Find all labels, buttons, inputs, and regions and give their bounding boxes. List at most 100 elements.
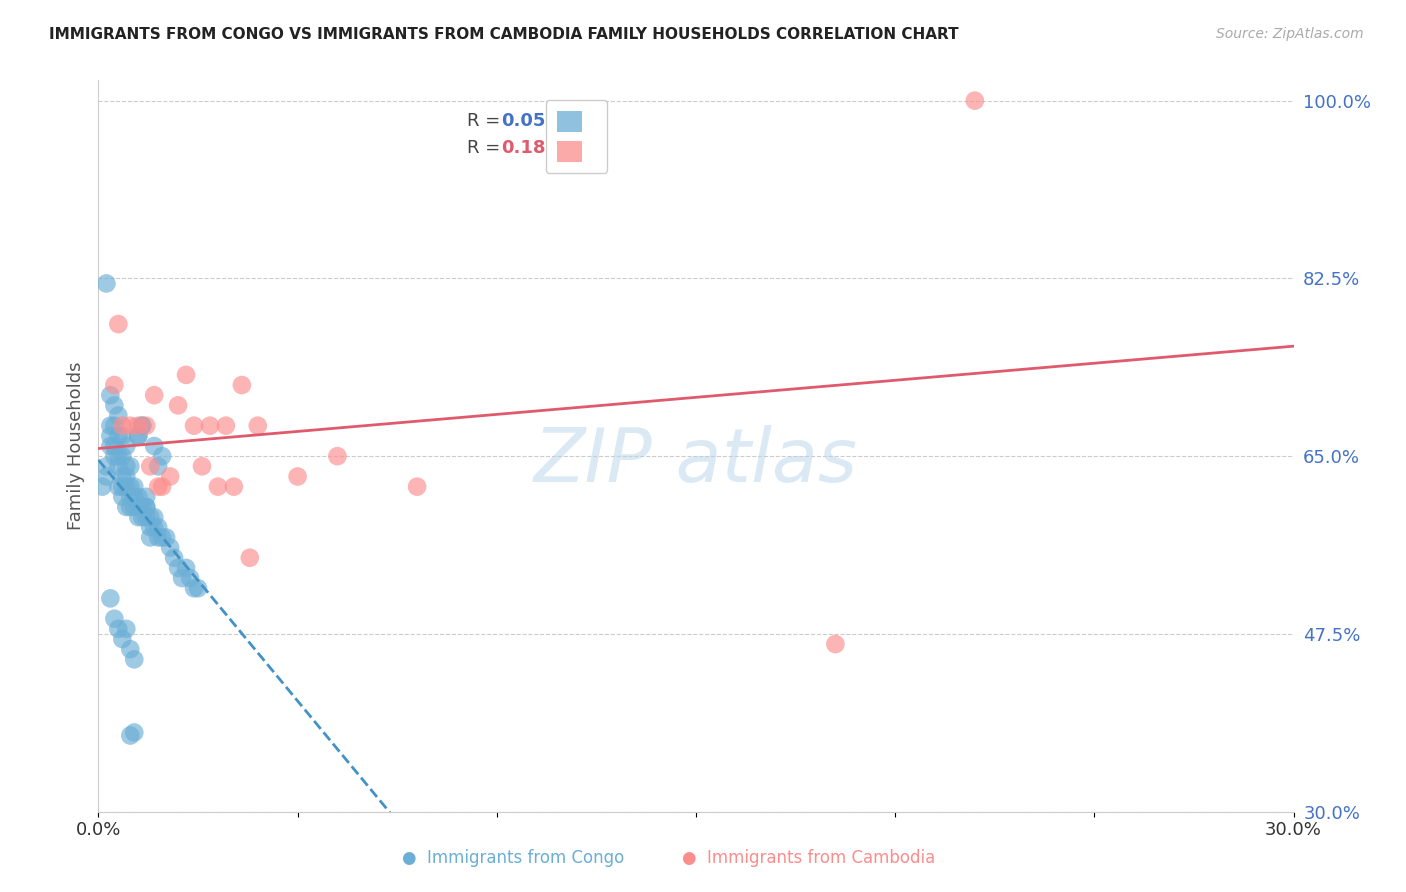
Point	[131, 500, 153, 514]
Point	[111, 490, 134, 504]
Point	[131, 510, 153, 524]
Point	[131, 418, 153, 433]
Point	[127, 510, 149, 524]
Point	[107, 429, 129, 443]
Point	[96, 277, 118, 291]
Point	[150, 449, 173, 463]
Point	[111, 449, 134, 463]
Text: Source: ZipAtlas.com: Source: ZipAtlas.com	[1216, 27, 1364, 41]
Point	[231, 378, 253, 392]
Point	[183, 418, 205, 433]
Point	[98, 439, 122, 453]
Point	[103, 398, 125, 412]
Legend: , : ,	[546, 100, 607, 173]
Point	[246, 418, 269, 433]
Point	[155, 530, 177, 544]
Point	[124, 480, 146, 494]
Point	[115, 622, 138, 636]
Point	[107, 480, 129, 494]
Point	[143, 388, 166, 402]
Point	[179, 571, 201, 585]
Point	[139, 520, 162, 534]
Point	[127, 429, 149, 443]
Point	[103, 439, 125, 453]
Point	[98, 418, 122, 433]
Point	[148, 520, 170, 534]
Point	[107, 449, 129, 463]
Point	[120, 480, 142, 494]
Point	[239, 550, 262, 565]
Point	[159, 469, 181, 483]
Y-axis label: Family Households: Family Households	[66, 362, 84, 530]
Text: N =: N =	[544, 138, 596, 157]
Point	[96, 459, 118, 474]
Point	[148, 459, 170, 474]
Point	[127, 500, 149, 514]
Point	[115, 469, 138, 483]
Point	[150, 480, 173, 494]
Point	[824, 637, 846, 651]
Point	[124, 490, 146, 504]
Point	[163, 550, 186, 565]
Point	[127, 490, 149, 504]
Point	[172, 571, 194, 585]
Point	[103, 612, 125, 626]
Point	[191, 459, 214, 474]
Point	[120, 418, 142, 433]
Point	[326, 449, 349, 463]
Point	[159, 541, 181, 555]
Point	[174, 561, 197, 575]
Point	[143, 520, 166, 534]
Point	[115, 439, 138, 453]
Text: N =: N =	[544, 112, 596, 130]
Point	[120, 729, 142, 743]
Point	[115, 500, 138, 514]
Point	[98, 429, 122, 443]
Point	[135, 418, 157, 433]
Text: ZIP atlas: ZIP atlas	[534, 425, 858, 497]
Point	[111, 480, 134, 494]
Point	[124, 652, 146, 666]
Text: 76: 76	[579, 112, 603, 130]
Point	[98, 388, 122, 402]
Text: ●  Immigrants from Cambodia: ● Immigrants from Cambodia	[682, 849, 935, 867]
Point	[167, 398, 190, 412]
Point	[148, 480, 170, 494]
Text: 0.059: 0.059	[501, 112, 558, 130]
Point	[98, 591, 122, 606]
Point	[111, 429, 134, 443]
Point	[135, 500, 157, 514]
Point	[96, 469, 118, 483]
Point	[127, 418, 149, 433]
Point	[287, 469, 309, 483]
Point	[124, 725, 146, 739]
Point	[139, 530, 162, 544]
Point	[107, 317, 129, 331]
Point	[174, 368, 197, 382]
Point	[139, 459, 162, 474]
Text: ●  Immigrants from Congo: ● Immigrants from Congo	[402, 849, 624, 867]
Point	[115, 480, 138, 494]
Point	[207, 480, 229, 494]
Point	[107, 459, 129, 474]
Point	[143, 510, 166, 524]
Point	[215, 418, 238, 433]
Point	[107, 409, 129, 423]
Point	[103, 418, 125, 433]
Point	[135, 510, 157, 524]
Point	[139, 510, 162, 524]
Point	[124, 500, 146, 514]
Point	[103, 449, 125, 463]
Point	[120, 500, 142, 514]
Point	[115, 459, 138, 474]
Text: 0.189: 0.189	[501, 138, 558, 157]
Point	[120, 490, 142, 504]
Point	[187, 581, 209, 595]
Text: 27: 27	[579, 138, 603, 157]
Text: IMMIGRANTS FROM CONGO VS IMMIGRANTS FROM CAMBODIA FAMILY HOUSEHOLDS CORRELATION : IMMIGRANTS FROM CONGO VS IMMIGRANTS FROM…	[49, 27, 959, 42]
Point	[103, 378, 125, 392]
Point	[222, 480, 245, 494]
Point	[111, 469, 134, 483]
Text: R =: R =	[467, 112, 506, 130]
Point	[150, 530, 173, 544]
